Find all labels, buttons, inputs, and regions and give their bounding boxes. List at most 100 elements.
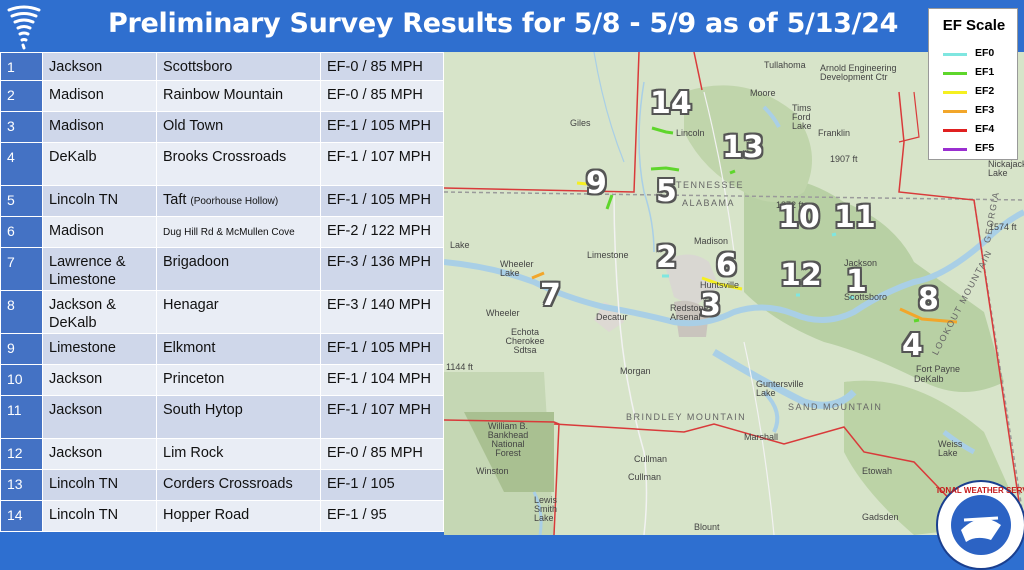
cell-county: Jackson bbox=[42, 438, 157, 470]
place-wheeler2: Wheeler bbox=[486, 308, 520, 318]
cell-num-text: 14 bbox=[7, 507, 23, 523]
cell-county-text: Lincoln TN bbox=[49, 192, 119, 208]
cell-county: Lincoln TN bbox=[42, 185, 157, 217]
cell-location-text: Elkmont bbox=[163, 340, 216, 356]
cell-num-text: 5 bbox=[7, 192, 15, 208]
cell-county: Jackson & DeKalb bbox=[42, 290, 157, 334]
legend-label: EF4 bbox=[975, 123, 995, 135]
track-7 bbox=[531, 271, 545, 280]
place-elev1872: 1872 ft bbox=[776, 200, 804, 210]
table-row: 1 Jackson Scottsboro EF-0 / 85 MPH bbox=[0, 52, 444, 81]
track-11 bbox=[831, 232, 837, 237]
cell-rating-text: EF-1 / 105 bbox=[327, 476, 395, 492]
cell-county-text: Lawrence & Limestone bbox=[49, 254, 126, 288]
place-alabama: ALABAMA bbox=[682, 198, 736, 208]
legend-swatch bbox=[943, 148, 967, 151]
table-row: 10 Jackson Princeton EF-1 / 104 MPH bbox=[0, 364, 444, 396]
cell-num-text: 10 bbox=[7, 371, 23, 387]
track-label-5: 5 bbox=[656, 174, 677, 209]
cell-county-text: Jackson & DeKalb bbox=[49, 297, 116, 331]
place-dekalb: DeKalb bbox=[914, 374, 944, 384]
table-row: 2 Madison Rainbow Mountain EF-0 / 85 MPH bbox=[0, 80, 444, 112]
cell-location-text: Taft bbox=[163, 192, 187, 208]
track-5 bbox=[650, 166, 680, 172]
cell-rating-text: EF-1 / 104 MPH bbox=[327, 371, 431, 387]
place-cullman: Cullman bbox=[634, 454, 668, 464]
cell-num-text: 8 bbox=[7, 297, 15, 313]
track-label-4: 4 bbox=[902, 328, 923, 363]
cell-rating-text: EF-3 / 136 MPH bbox=[327, 254, 431, 270]
legend-label: EF3 bbox=[975, 104, 995, 116]
legend-swatch bbox=[943, 72, 967, 75]
cell-location: Rainbow Mountain bbox=[156, 80, 321, 112]
table-row: 8 Jackson & DeKalb Henagar EF-3 / 140 MPH bbox=[0, 290, 444, 334]
cell-num: 6 bbox=[0, 216, 43, 248]
cell-county-text: Jackson bbox=[49, 371, 103, 387]
cell-rating: EF-0 / 85 MPH bbox=[320, 438, 444, 470]
track-label-2: 2 bbox=[656, 240, 677, 275]
nws-logo-text: NATIONAL WEATHER SERVICE bbox=[936, 486, 1024, 495]
cell-county: Jackson bbox=[42, 364, 157, 396]
cell-county-text: DeKalb bbox=[49, 149, 97, 165]
legend-item-ef1: EF1 bbox=[943, 66, 1019, 80]
track-label-10: 10 bbox=[778, 200, 820, 235]
place-elev1907: 1907 ft bbox=[830, 154, 858, 164]
place-jackson: Jackson bbox=[844, 258, 878, 268]
cell-num: 11 bbox=[0, 395, 43, 439]
survey-table: 1 Jackson Scottsboro EF-0 / 85 MPH 2 Madison R… bbox=[0, 52, 444, 532]
place-etowah: Etowah bbox=[862, 466, 893, 476]
cell-location: Brooks Crossroads bbox=[156, 142, 321, 186]
cell-rating: EF-1 / 105 bbox=[320, 469, 444, 501]
table-row: 12 Jackson Lim Rock EF-0 / 85 MPH bbox=[0, 438, 444, 470]
ef-scale-legend: EF Scale EF0 EF1 EF2 EF3 EF4 EF5 bbox=[928, 8, 1018, 160]
cell-rating: EF-1 / 105 MPH bbox=[320, 111, 444, 143]
cell-location: Brigadoon bbox=[156, 247, 321, 291]
place-wheeler: Wheeler Lake bbox=[500, 259, 534, 278]
cell-rating: EF-0 / 85 MPH bbox=[320, 80, 444, 112]
cell-location: Henagar bbox=[156, 290, 321, 334]
cell-rating-text: EF-1 / 105 MPH bbox=[327, 192, 431, 208]
place-winston: Winston bbox=[476, 466, 509, 476]
cell-num: 5 bbox=[0, 185, 43, 217]
cell-county: Lincoln TN bbox=[42, 500, 157, 532]
cell-location-text: Brooks Crossroads bbox=[163, 149, 287, 165]
cell-rating-text: EF-1 / 107 MPH bbox=[327, 402, 431, 418]
cell-county-text: Madison bbox=[49, 87, 104, 103]
map-panel[interactable]: Tullahoma Arnold Engineering Development… bbox=[444, 52, 1024, 535]
track-1 bbox=[848, 295, 855, 300]
map-svg bbox=[444, 52, 1024, 535]
cell-rating: EF-1 / 107 MPH bbox=[320, 142, 444, 186]
cell-county: Limestone bbox=[42, 333, 157, 365]
cell-num-text: 4 bbox=[7, 149, 15, 165]
cell-rating: EF-1 / 104 MPH bbox=[320, 364, 444, 396]
legend-item-ef3: EF3 bbox=[943, 104, 1019, 118]
cell-num: 1 bbox=[0, 52, 43, 81]
cell-num: 10 bbox=[0, 364, 43, 396]
cell-location-text: Dug Hill Rd & McMullen Cove bbox=[163, 227, 295, 238]
cell-num: 3 bbox=[0, 111, 43, 143]
cell-num-text: 2 bbox=[7, 87, 15, 103]
table-row: 6 Madison Dug Hill Rd & McMullen Cove EF-2 … bbox=[0, 216, 444, 248]
cell-num-text: 6 bbox=[7, 223, 15, 239]
cell-county-text: Jackson bbox=[49, 59, 103, 75]
track-label-6: 6 bbox=[716, 248, 737, 283]
cell-county: Jackson bbox=[42, 395, 157, 439]
place-morgan: Morgan bbox=[620, 366, 651, 376]
cell-county: Madison bbox=[42, 216, 157, 248]
cell-rating-text: EF-1 / 95 bbox=[327, 507, 387, 523]
cell-county: Lawrence & Limestone bbox=[42, 247, 157, 291]
track-14 bbox=[651, 126, 674, 135]
place-lincoln: Lincoln bbox=[676, 128, 705, 138]
cell-num: 4 bbox=[0, 142, 43, 186]
cell-location: Corders Crossroads bbox=[156, 469, 321, 501]
place-moore: Moore bbox=[750, 88, 776, 98]
cell-rating-text: EF-0 / 85 MPH bbox=[327, 59, 423, 75]
place-echota: Echota Cherokee Sdtsa bbox=[505, 327, 545, 355]
table-row: 7 Lawrence & Limestone Brigadoon EF-3 / 136… bbox=[0, 247, 444, 291]
cell-rating: EF-0 / 85 MPH bbox=[320, 52, 444, 81]
place-blount: Blount bbox=[694, 522, 720, 532]
cell-location: Princeton bbox=[156, 364, 321, 396]
track-label-3: 3 bbox=[700, 288, 721, 323]
cell-num: 7 bbox=[0, 247, 43, 291]
place-nickajack: Nickajack Lake bbox=[988, 159, 1024, 178]
